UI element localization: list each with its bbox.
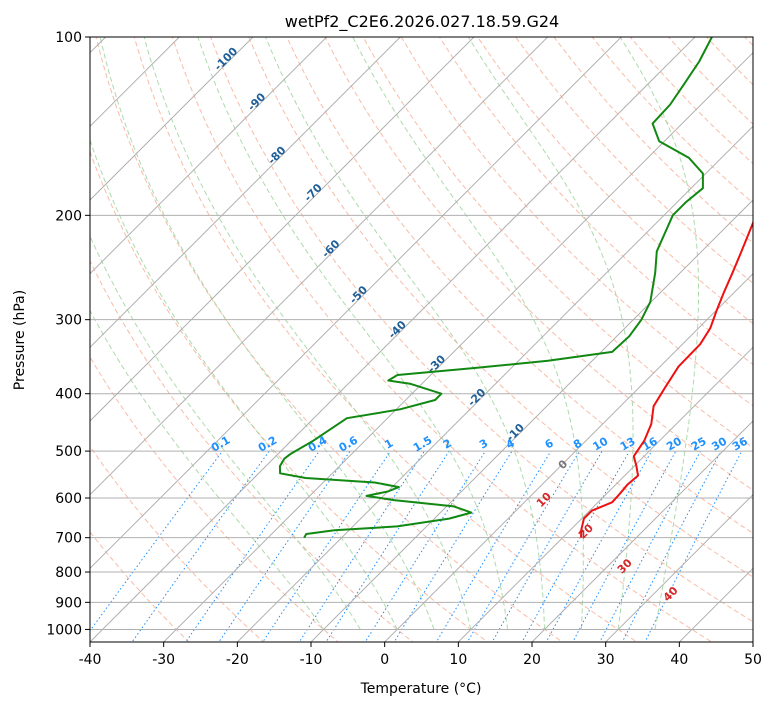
y-tick-label: 400 [55, 387, 82, 403]
x-tick-label: 40 [670, 652, 688, 668]
x-tick-label: -10 [300, 652, 323, 668]
isotherm-gridline [236, 125, 753, 642]
y-tick-label: 100 [55, 30, 82, 46]
dry-adiabat-line [324, 37, 753, 491]
isotherm-gridline [90, 37, 475, 422]
moist-adiabat-line [352, 37, 584, 630]
plot-grid [90, 37, 753, 642]
isotherm-gridline [383, 272, 753, 642]
isotherm-gridline [90, 37, 181, 128]
moist-adiabat-line [197, 37, 509, 630]
y-tick-label: 300 [55, 313, 82, 329]
plot-frame [89, 36, 754, 643]
moist-adiabat-line [90, 235, 361, 630]
isotherm-gridline [90, 37, 254, 201]
dewpoint-profile-line [278, 37, 713, 539]
plot-axes: -40 -30 -20 -10 0 10 20 30 40 50 1000 900 800 700 600 5… [46, 30, 762, 668]
moist-adiabat-line [619, 37, 699, 630]
isotherm-gridline [90, 37, 696, 642]
isotherm-gridline [162, 51, 753, 642]
y-tick-label: 600 [55, 491, 82, 507]
moist-adiabat-line [265, 37, 546, 630]
isotherm-gridline [310, 199, 753, 642]
isotherm-gridline [90, 37, 402, 349]
moist-adiabat-line [99, 37, 435, 630]
isotherm-gridline [531, 420, 753, 642]
y-tick-label: 800 [55, 565, 82, 581]
x-axis-label: Temperature (°C) [360, 681, 482, 697]
x-tick-label: 50 [744, 652, 762, 668]
isotherm-gridline [457, 346, 753, 642]
isotherm-gridline [90, 37, 623, 570]
x-tick-label: -20 [226, 652, 249, 668]
y-tick-label: 500 [55, 444, 82, 460]
isotherm-gridline [90, 37, 549, 496]
y-axis-label: Pressure (hPa) [12, 290, 28, 390]
x-tick-label: -40 [79, 652, 102, 668]
y-tick-label: 200 [55, 208, 82, 224]
dry-adiabat-line [90, 531, 190, 642]
moist-adiabat-line [143, 37, 472, 630]
y-tick-label: 900 [55, 595, 82, 611]
temperature-profile-line [580, 220, 753, 538]
dry-adiabat-line [438, 37, 753, 366]
x-tick-label: -30 [152, 652, 175, 668]
x-tick-label: 0 [380, 652, 389, 668]
x-tick-label: 20 [523, 652, 541, 668]
moist-adiabat-line [90, 309, 324, 630]
y-tick-label: 1000 [46, 622, 82, 638]
chart-title: wetPf2_C2E6.2026.027.18.59.G24 [285, 12, 559, 32]
dry-adiabat-line [400, 37, 753, 407]
isotherm-gridline [90, 37, 328, 275]
x-tick-label: 10 [449, 652, 467, 668]
dry-adiabat-line [171, 37, 713, 642]
moist-adiabat-line [467, 37, 634, 630]
isotherm-gridline [604, 493, 753, 642]
plot-series [278, 37, 753, 539]
x-tick-label: 30 [597, 652, 615, 668]
y-tick-label: 700 [55, 531, 82, 547]
